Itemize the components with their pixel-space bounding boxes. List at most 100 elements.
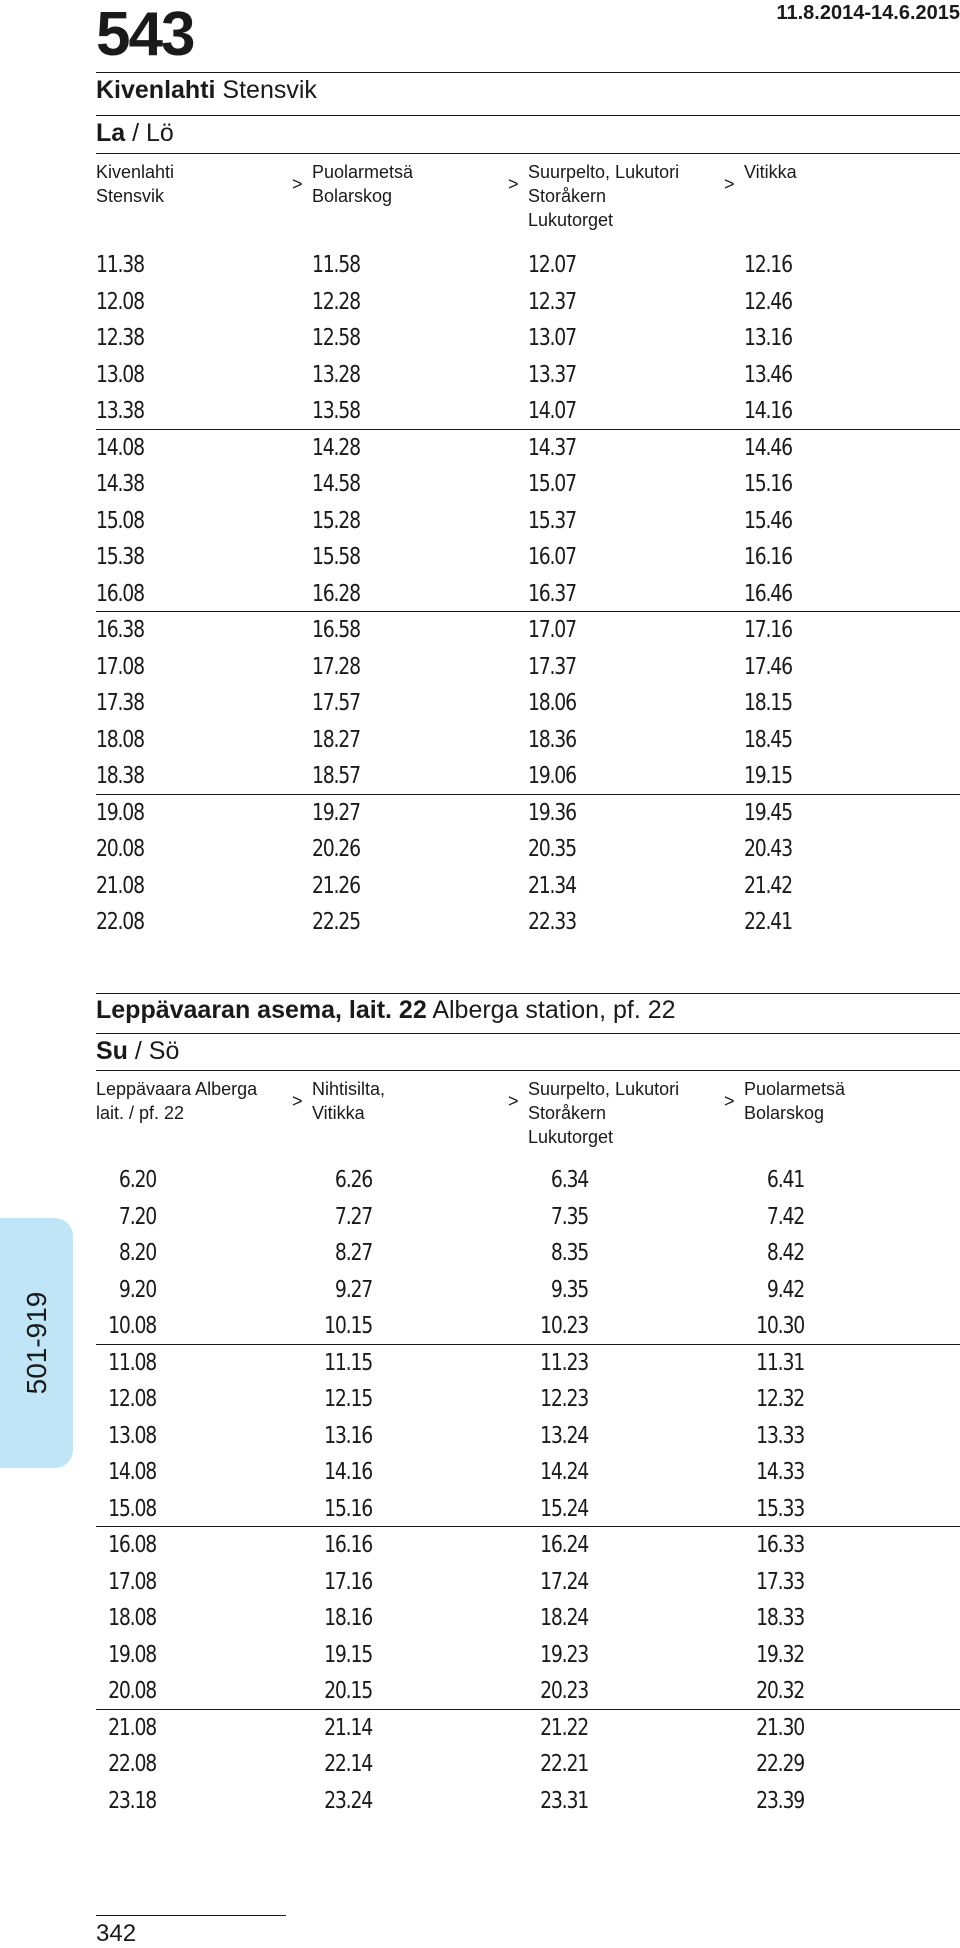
stop-title-primary: Kivenlahti — [96, 76, 216, 104]
row-group-separator — [96, 1343, 960, 1345]
departure-time: 14.38 — [96, 471, 145, 497]
departure-time: 6.41 — [766, 1167, 805, 1193]
day-title-primary: La — [96, 119, 126, 147]
departure-time: 16.58 — [312, 617, 361, 643]
departure-time: 20.32 — [756, 1678, 805, 1704]
departure-time: 19.23 — [540, 1641, 589, 1668]
departure-time: 21.26 — [312, 872, 361, 899]
departure-time: 17.38 — [96, 690, 145, 716]
departure-time: 19.15 — [744, 763, 793, 789]
departure-time: 13.28 — [312, 361, 361, 388]
column-header: Suurpelto, Lukutori Storåkern Lukutorget — [528, 1079, 680, 1147]
departure-time: 19.15 — [324, 1641, 373, 1668]
departure-time: 14.16 — [744, 398, 793, 424]
stop-title-secondary: Alberga station, pf. 22 — [426, 996, 676, 1024]
departure-time: 22.08 — [108, 1751, 157, 1777]
departure-time: 14.33 — [756, 1459, 805, 1485]
departure-time: 20.08 — [96, 836, 145, 862]
departure-time: 15.33 — [756, 1495, 805, 1522]
row-group-separator — [96, 1526, 960, 1527]
departure-time: 21.42 — [744, 872, 793, 899]
day-rule — [96, 115, 960, 116]
departure-time: 13.46 — [744, 361, 793, 388]
departure-time: 22.21 — [540, 1751, 589, 1777]
departure-time: 16.24 — [540, 1532, 589, 1558]
stop-title: Leppävaaran asema, lait. 22 Alberga stat… — [96, 995, 676, 1025]
departure-time: 13.37 — [528, 361, 577, 388]
departure-time: 17.08 — [108, 1568, 157, 1595]
departure-time: 20.35 — [528, 836, 577, 862]
departure-time: 19.32 — [756, 1641, 805, 1668]
departure-time: 22.25 — [312, 909, 361, 935]
departure-time: 18.08 — [96, 726, 145, 753]
departure-time: 21.14 — [324, 1714, 373, 1741]
departure-time: 19.27 — [312, 799, 361, 826]
direction-arrow: > — [508, 174, 519, 194]
departure-time: 17.33 — [756, 1568, 805, 1595]
departure-time: 13.08 — [96, 361, 145, 388]
departure-time: 17.37 — [528, 653, 577, 680]
column-header: Puolarmetsä Bolarskog — [744, 1079, 846, 1123]
section-top-rule — [96, 72, 960, 73]
departure-time: 11.38 — [96, 252, 145, 278]
departure-time: 13.58 — [312, 398, 361, 424]
departure-time: 13.33 — [756, 1422, 805, 1449]
departure-time: 16.07 — [528, 544, 577, 570]
departure-time: 12.15 — [324, 1386, 373, 1412]
row-group-separator — [96, 793, 960, 795]
departure-time: 22.08 — [96, 909, 145, 935]
departure-time: 23.39 — [756, 1787, 805, 1814]
departure-time: 6.26 — [334, 1167, 373, 1193]
departure-time: 12.07 — [528, 252, 577, 278]
departure-time: 15.37 — [528, 507, 577, 534]
departure-time: 6.20 — [118, 1167, 157, 1193]
header-rule — [96, 153, 960, 154]
departure-time: 15.08 — [96, 507, 145, 534]
departure-time: 17.16 — [744, 617, 793, 643]
departure-time: 13.08 — [108, 1422, 157, 1449]
departure-time: 18.45 — [744, 726, 793, 753]
departure-time: 15.38 — [96, 544, 145, 570]
departure-time: 11.31 — [756, 1349, 805, 1376]
departure-time: 12.58 — [312, 325, 361, 351]
side-tab: 501-919 — [0, 1218, 73, 1468]
departure-time: 9.20 — [118, 1276, 157, 1303]
departure-time: 12.38 — [96, 325, 145, 351]
departure-time: 18.36 — [528, 726, 577, 753]
departure-time: 11.15 — [324, 1349, 373, 1376]
row-group-separator — [96, 1708, 960, 1710]
departure-time: 15.16 — [324, 1495, 373, 1522]
header-rule — [96, 1070, 960, 1071]
departure-time: 15.46 — [744, 507, 793, 534]
departure-time: 14.08 — [108, 1459, 157, 1485]
departure-time: 8.27 — [334, 1240, 373, 1266]
departure-time: 15.58 — [312, 544, 361, 570]
departure-time: 7.35 — [550, 1203, 589, 1230]
validity-period: 11.8.2014-14.6.2015 — [776, 2, 960, 24]
column-header: Vitikka — [744, 162, 797, 182]
direction-arrow: > — [724, 174, 735, 194]
column-header: Kivenlahti Stensvik — [96, 162, 175, 206]
departure-time: 7.20 — [118, 1203, 157, 1230]
departure-time: 21.08 — [96, 872, 145, 899]
departure-time: 17.24 — [540, 1568, 589, 1595]
departure-time: 15.24 — [540, 1495, 589, 1522]
departure-time: 18.27 — [312, 726, 361, 753]
stop-title: Kivenlahti Stensvik — [96, 75, 317, 105]
departure-time: 20.08 — [108, 1678, 157, 1704]
side-tab-label: 501-919 — [20, 1291, 52, 1395]
route-number: 543 — [96, 0, 195, 69]
departure-time: 23.18 — [108, 1787, 157, 1814]
departure-time: 18.57 — [312, 763, 361, 789]
departure-time: 12.16 — [744, 252, 793, 278]
departure-time: 6.34 — [550, 1167, 589, 1193]
departure-time: 18.24 — [540, 1605, 589, 1631]
departure-time: 8.35 — [550, 1240, 589, 1266]
page-number: 342 — [96, 1920, 137, 1947]
departure-time: 17.57 — [312, 690, 361, 716]
day-title-primary: Su — [96, 1037, 128, 1065]
departure-time: 17.46 — [744, 653, 793, 680]
departure-time: 10.15 — [324, 1313, 373, 1339]
departure-time: 14.07 — [528, 398, 577, 424]
departure-time: 12.46 — [744, 288, 793, 315]
